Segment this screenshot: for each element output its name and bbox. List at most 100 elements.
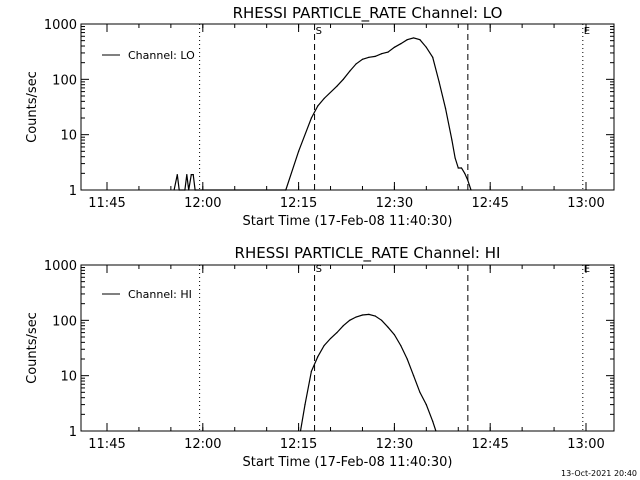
data-point: [173, 189, 175, 191]
data-point: [400, 43, 402, 45]
data-point: [393, 46, 395, 48]
data-point: [188, 189, 190, 191]
data-point: [317, 105, 319, 107]
x-tick-label: 13:00: [567, 196, 604, 211]
data-point: [336, 85, 338, 87]
data-point: [406, 358, 408, 360]
data-point: [412, 37, 415, 39]
data-point: [381, 319, 383, 321]
data-point: [355, 63, 357, 65]
data-point: [323, 97, 325, 100]
marker-label-end: E: [584, 26, 590, 37]
plot-frame: [80, 23, 615, 191]
data-point: [432, 420, 434, 422]
data-point: [310, 117, 312, 119]
y-tick-label: 1: [69, 184, 77, 199]
x-tick-label: 11:45: [88, 437, 125, 452]
data-point: [192, 173, 194, 176]
marker-label-end: E: [584, 264, 590, 275]
data-point: [368, 313, 370, 316]
data-point: [464, 172, 466, 174]
x-tick-label: 12:45: [471, 437, 508, 452]
data-point: [425, 46, 427, 48]
data-point: [342, 325, 344, 327]
chart-title: RHESSI PARTICLE_RATE Channel: HI: [235, 244, 501, 263]
data-point: [190, 173, 192, 176]
legend-label: Channel: HI: [128, 288, 192, 301]
y-axis-label: Counts/sec: [25, 312, 40, 384]
y-tick-label: 1: [69, 425, 77, 440]
data-point: [387, 51, 389, 53]
data-point: [176, 173, 178, 176]
x-tick-label: 13:00: [567, 437, 604, 452]
data-point: [412, 375, 415, 377]
data-point: [285, 189, 287, 191]
y-tick-label: 1000: [44, 259, 77, 274]
data-point: [460, 167, 463, 169]
data-point: [178, 189, 180, 191]
marker-label-start: S: [316, 26, 322, 37]
x-tick-label: 12:30: [376, 437, 413, 452]
data-point: [451, 139, 453, 141]
data-point: [349, 319, 351, 321]
data-point: [381, 53, 383, 55]
data-point: [349, 70, 351, 72]
chart-title: RHESSI PARTICLE_RATE Channel: LO: [233, 4, 503, 23]
y-axis-label: Counts/sec: [25, 71, 40, 143]
x-tick-label: 12:15: [280, 437, 317, 452]
x-tick-label: 11:45: [88, 196, 125, 211]
data-point: [355, 316, 357, 318]
marker-label-start: S: [316, 264, 322, 275]
data-point: [467, 179, 469, 181]
data-point: [374, 315, 376, 317]
plot-frame: [80, 264, 615, 432]
data-point: [304, 403, 306, 406]
data-point: [323, 344, 325, 347]
lo-channel-panel: RHESSI PARTICLE_RATE Channel: LO E S 1 10 100…: [25, 4, 615, 229]
x-tick-label: 12:00: [184, 196, 221, 211]
data-point: [454, 157, 456, 159]
x-axis-label: Start Time (17-Feb-08 11:40:30): [243, 214, 453, 229]
data-point: [432, 56, 434, 58]
data-point: [186, 173, 188, 176]
data-point: [299, 430, 302, 432]
data-point: [374, 55, 376, 57]
x-tick-label: 12:45: [471, 196, 508, 211]
data-point: [444, 107, 447, 109]
y-tick-label: 100: [52, 314, 77, 329]
y-tick-label: 10: [60, 129, 77, 144]
data-point: [184, 189, 186, 191]
data-point: [400, 344, 402, 347]
data-point: [393, 334, 395, 336]
y-tick-label: 100: [52, 73, 77, 88]
data-point: [419, 39, 421, 41]
data-point: [387, 326, 389, 328]
data-point: [457, 167, 459, 169]
data-point: [425, 403, 427, 406]
data-point: [406, 39, 408, 41]
data-point: [470, 189, 472, 191]
x-tick-label: 12:15: [280, 196, 317, 211]
hi-channel-panel: RHESSI PARTICLE_RATE Channel: HI E S 1 10 100…: [25, 244, 615, 470]
x-tick-label: 12:00: [184, 437, 221, 452]
data-point: [336, 332, 338, 334]
data-point: [361, 314, 364, 316]
data-point: [361, 58, 364, 60]
data-point: [435, 430, 437, 432]
data-point: [419, 391, 421, 393]
timestamp: 13-Oct-2021 20:40: [561, 469, 637, 478]
data-point: [329, 337, 332, 340]
data-point: [438, 81, 440, 83]
x-axis-label: Start Time (17-Feb-08 11:40:30): [243, 455, 453, 470]
data-point: [368, 56, 370, 58]
legend-label: Channel: LO: [128, 49, 195, 62]
data-point: [342, 78, 344, 80]
data-point: [317, 356, 319, 358]
x-tick-label: 12:30: [376, 196, 413, 211]
data-point: [310, 370, 312, 372]
y-tick-label: 1000: [44, 18, 77, 33]
y-tick-label: 10: [60, 370, 77, 385]
data-point: [298, 150, 300, 152]
